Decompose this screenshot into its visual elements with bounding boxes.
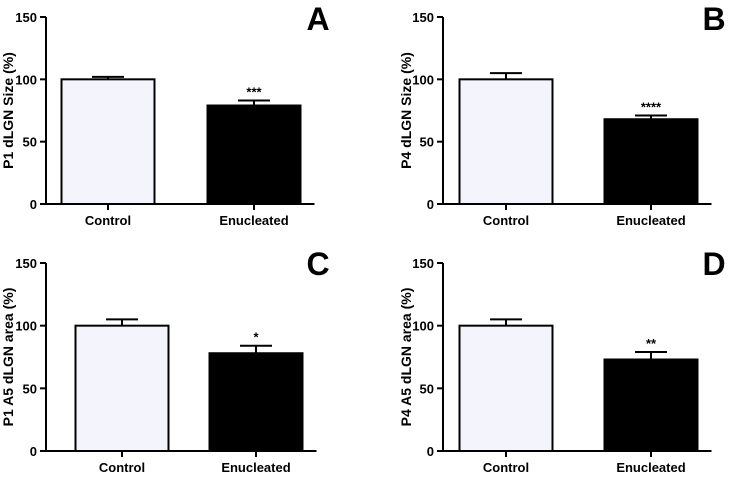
panel-letter: A xyxy=(306,1,329,37)
y-axis-label: P4 A5 dLGN area (%) xyxy=(398,288,414,427)
y-tick-label: 100 xyxy=(412,72,434,87)
y-tick-label: 0 xyxy=(30,197,37,212)
x-tick-label: Enucleated xyxy=(616,460,685,474)
bar-enucleated xyxy=(208,352,304,452)
panel-letter: C xyxy=(306,246,329,282)
y-tick-label: 150 xyxy=(412,256,434,271)
x-tick-label: Control xyxy=(85,213,131,228)
y-axis-label: P4 dLGN Size (%) xyxy=(398,52,414,169)
y-tick-label: 100 xyxy=(15,72,37,87)
y-tick-label: 150 xyxy=(412,10,434,25)
y-tick-label: 0 xyxy=(427,444,434,459)
y-axis-label: P1 dLGN Size (%) xyxy=(0,52,16,169)
y-tick-label: 150 xyxy=(15,256,37,271)
y-axis-label: P1 A5 dLGN area (%) xyxy=(0,288,16,427)
y-tick-label: 50 xyxy=(23,381,37,396)
bar-control xyxy=(458,324,554,452)
x-tick-label: Enucleated xyxy=(616,213,685,228)
x-tick-label: Control xyxy=(483,213,529,228)
y-tick-label: 50 xyxy=(23,135,37,150)
y-tick-label: 100 xyxy=(15,319,37,334)
y-tick-label: 100 xyxy=(412,319,434,334)
y-tick-label: 50 xyxy=(420,381,434,396)
significance-label: **** xyxy=(641,99,662,114)
significance-label: ** xyxy=(646,336,657,351)
x-tick-label: Enucleated xyxy=(221,460,290,474)
y-tick-label: 0 xyxy=(427,197,434,212)
bar-enucleated xyxy=(603,118,699,205)
panel-letter: D xyxy=(702,246,725,282)
bar-control xyxy=(458,78,554,205)
x-tick-label: Control xyxy=(99,460,145,474)
bar-control xyxy=(60,78,156,205)
bar-enucleated xyxy=(206,104,302,205)
significance-label: * xyxy=(253,330,259,345)
y-tick-label: 0 xyxy=(30,444,37,459)
significance-label: *** xyxy=(246,85,262,100)
y-tick-label: 50 xyxy=(420,135,434,150)
bar-control xyxy=(74,324,170,452)
bar-enucleated xyxy=(603,358,699,452)
y-tick-label: 150 xyxy=(15,10,37,25)
panel-letter: B xyxy=(702,1,725,37)
x-tick-label: Control xyxy=(483,460,529,474)
x-tick-label: Enucleated xyxy=(219,213,288,228)
